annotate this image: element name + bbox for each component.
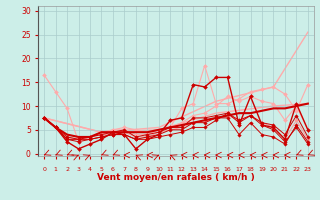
X-axis label: Vent moyen/en rafales ( km/h ): Vent moyen/en rafales ( km/h ) bbox=[97, 174, 255, 182]
